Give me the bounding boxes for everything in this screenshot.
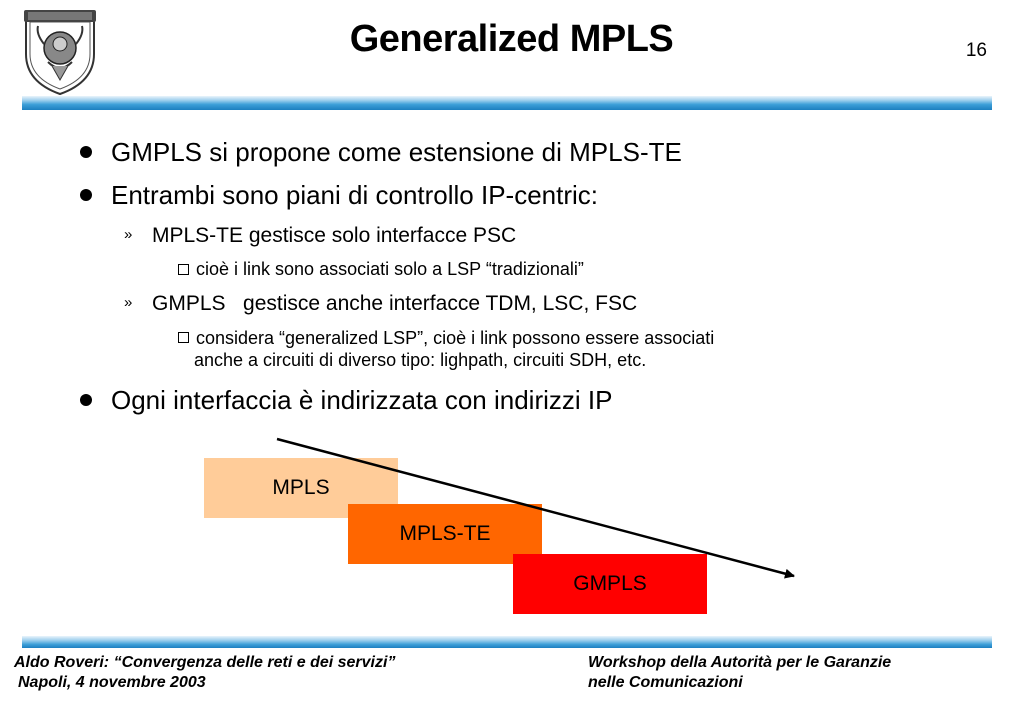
sub-bullet-marker: » [124,226,133,243]
bullet-text: Ogni interfaccia è indirizzata con indir… [111,385,613,415]
page-number: 16 [965,40,987,61]
university-seal-icon [24,10,96,96]
sub-sub-bullet-line-1: considera “generalized LSP”, cioè i link… [196,328,715,348]
footer-place-date: Napoli, 4 novembre 2003 [18,674,206,691]
sub-sub-bullet-text: considera “generalized LSP”, cioè i link… [194,327,940,371]
footer-divider [22,636,992,648]
bullet-text: GMPLS si propone come estensione di MPLS… [111,137,682,167]
header-divider [22,96,992,110]
bullet-dot-icon [80,394,92,406]
sub-sub-bullet-line-2: anche a circuiti di diverso tipo: lighpa… [194,350,647,370]
checkbox-square-icon [178,332,189,343]
sub-sub-bullet-text: cioè i link sono associati solo a LSP “t… [196,259,584,279]
sub-bullet-text: MPLS-TE gestisce solo interfacce PSC [152,224,517,247]
sub-bullet-text: GMPLS gestisce anche interfacce TDM, LSC… [152,292,638,315]
page-title: Generalized MPLS [349,18,674,60]
checkbox-square-icon [178,264,189,275]
diagram-block-gmpls: GMPLS [513,554,707,614]
footer-left: Aldo Roveri: “Convergenza delle reti e d… [14,653,395,693]
footer-right: Workshop della Autorità per le Garanzie … [588,653,891,693]
bullet-text: Entrambi sono piani di controllo IP-cent… [111,180,599,210]
footer-event-cont: nelle Comunicazioni [588,674,743,691]
bullet-dot-icon [80,146,92,158]
bullet-dot-icon [80,189,92,201]
sub-bullet-marker: » [124,294,133,311]
footer-event: Workshop della Autorità per le Garanzie [588,654,892,671]
footer-author: Aldo Roveri: “Convergenza delle reti e d… [14,654,396,671]
